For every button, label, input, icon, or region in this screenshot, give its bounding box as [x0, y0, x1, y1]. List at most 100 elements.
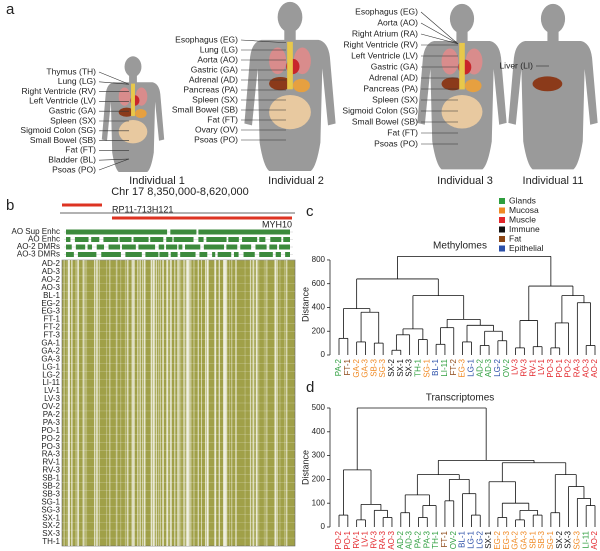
- leaf-label: OV-2: [449, 530, 458, 549]
- track-feature: [198, 229, 290, 235]
- leaf-label: EG-2: [493, 530, 502, 549]
- organ: [441, 48, 459, 75]
- region-label: Chr 17 8,350,000-8,620,000: [111, 186, 249, 198]
- track-feature: [96, 244, 105, 250]
- legend-label: Mucosa: [509, 205, 539, 215]
- legend-swatch: [499, 217, 505, 223]
- track-feature: [103, 237, 119, 242]
- leader-line: [98, 71, 130, 85]
- row-label: SX-1: [42, 513, 60, 522]
- track-feature: [166, 237, 173, 242]
- track-feature: [91, 237, 100, 242]
- individual-name: Individual 2: [268, 175, 324, 187]
- track-feature: [285, 252, 290, 257]
- track-feature: [283, 237, 290, 242]
- track-feature: [166, 244, 178, 250]
- organ: [287, 41, 293, 90]
- leaf-label: PA-3: [422, 530, 431, 548]
- track-feature: [243, 252, 255, 257]
- organ-label: Liver (LI): [499, 60, 533, 70]
- organ-label: Spleen (SX): [372, 94, 418, 104]
- row-label: GA-1: [41, 339, 60, 348]
- organ-label: Adrenal (AD): [189, 74, 238, 84]
- leader-line: [420, 11, 459, 45]
- leaf-label: PO-2: [334, 530, 343, 549]
- track-feature: [228, 237, 239, 242]
- body: [101, 56, 165, 172]
- track-feature: [74, 237, 89, 242]
- track-feature: [199, 252, 208, 257]
- leaf-label: LV-1: [361, 530, 370, 546]
- track-feature: [66, 229, 168, 235]
- leaf-label: LI-11: [581, 530, 590, 548]
- neck: [284, 28, 296, 42]
- leaf-label: SB-1: [528, 530, 537, 548]
- track-feature: [240, 244, 252, 250]
- track-feature: [226, 244, 238, 250]
- organ-label: Fat (FT): [387, 127, 418, 137]
- panel-label: c: [306, 203, 314, 220]
- row-label: FT-2: [44, 323, 61, 332]
- organ-label: Left Ventricle (LV): [351, 50, 418, 60]
- track-feature: [170, 252, 178, 257]
- row-label: SB-3: [42, 489, 60, 498]
- track-feature: [101, 252, 121, 257]
- track-feature: [275, 252, 281, 257]
- leaf-label: RV-3: [519, 358, 528, 376]
- leaf-label: LG-2: [493, 358, 502, 376]
- organ-label: Pancreas (PA): [363, 83, 418, 93]
- leaf-label: AO-3: [581, 358, 590, 377]
- row-label: PA-3: [43, 418, 61, 427]
- row-label: OV-2: [42, 402, 61, 411]
- leaf-label: SG-1: [422, 358, 431, 377]
- organ-label: Aorta (AO): [377, 17, 418, 27]
- organ: [441, 77, 464, 91]
- track-feature: [173, 237, 194, 242]
- leaf-label: PO-1: [343, 530, 352, 549]
- organ-label: Pancreas (PA): [183, 84, 238, 94]
- organ-label: Lung (LG): [200, 44, 238, 54]
- leaf-label: GA-2: [352, 358, 361, 377]
- organ-label: Small Bowel (SB): [352, 116, 418, 126]
- track-feature: [121, 244, 136, 250]
- track-feature: [87, 244, 93, 250]
- y-tick-label: 100: [312, 498, 326, 507]
- track-feature: [125, 252, 142, 257]
- row-label: FT-1: [44, 315, 61, 324]
- y-axis-label: Distance: [300, 287, 310, 322]
- track-feature: [259, 252, 273, 257]
- row-label: AD-3: [42, 267, 61, 276]
- leaf-label: AD-2: [475, 358, 484, 377]
- leaf-label: SX-3: [405, 358, 414, 376]
- track-feature: [150, 237, 164, 242]
- legend-label: Muscle: [509, 214, 536, 224]
- head: [540, 3, 566, 34]
- leader-line: [98, 158, 130, 161]
- leaf-label: TH-1: [431, 530, 440, 548]
- organ-label: Left Ventricle (LV): [29, 96, 96, 106]
- track-feature: [119, 237, 132, 242]
- leaf-label: AD-3: [484, 358, 493, 377]
- individual-name: Individual 11: [523, 175, 584, 187]
- row-label: SB-1: [42, 474, 60, 483]
- leaf-label: EG-3: [458, 358, 467, 377]
- leaf-label: SG-3: [572, 530, 581, 549]
- leaf-label: SX-2: [387, 358, 396, 376]
- panel-title: Transcriptomes: [426, 393, 495, 404]
- body: [508, 3, 598, 170]
- track-feature: [159, 252, 169, 257]
- leaf-label: PO-3: [546, 358, 555, 377]
- track-feature: [133, 237, 149, 242]
- leaf-label: SX-1: [484, 530, 493, 548]
- leaf-label: GA-2: [511, 530, 520, 549]
- organ-label: Ovary (OV): [195, 124, 238, 134]
- leaf-label: LV-1: [537, 358, 546, 374]
- leaf-label: RA-3: [572, 358, 581, 377]
- row-label: RV-1: [42, 458, 60, 467]
- organ: [459, 42, 465, 90]
- organ-label: Small Bowel (SB): [172, 104, 238, 114]
- track-feature: [217, 252, 232, 257]
- leaf-label: LG-1: [467, 530, 476, 548]
- organ: [118, 120, 148, 144]
- leaf-label: AO-3: [387, 530, 396, 549]
